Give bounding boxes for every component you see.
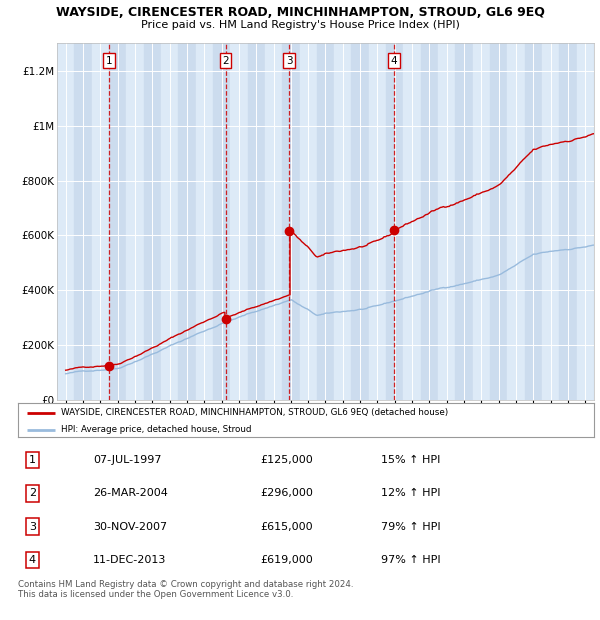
Bar — [421, 43, 438, 400]
Bar — [334, 43, 352, 400]
Text: £619,000: £619,000 — [260, 555, 313, 565]
Bar — [525, 43, 542, 400]
Bar — [455, 43, 473, 400]
Bar — [161, 43, 178, 400]
Bar — [74, 43, 92, 400]
Bar — [299, 43, 317, 400]
Text: WAYSIDE, CIRENCESTER ROAD, MINCHINHAMPTON, STROUD, GL6 9EQ (detached house): WAYSIDE, CIRENCESTER ROAD, MINCHINHAMPTO… — [61, 408, 448, 417]
Text: Price paid vs. HM Land Registry's House Price Index (HPI): Price paid vs. HM Land Registry's House … — [140, 20, 460, 30]
Text: 4: 4 — [29, 555, 36, 565]
Bar — [542, 43, 559, 400]
Text: 79% ↑ HPI: 79% ↑ HPI — [381, 521, 440, 531]
Bar — [369, 43, 386, 400]
Text: 2: 2 — [222, 56, 229, 66]
Text: 97% ↑ HPI: 97% ↑ HPI — [381, 555, 440, 565]
Bar — [473, 43, 490, 400]
Bar — [577, 43, 594, 400]
Text: 4: 4 — [391, 56, 397, 66]
Bar — [109, 43, 126, 400]
Bar — [248, 43, 265, 400]
Bar — [196, 43, 213, 400]
Bar — [57, 43, 74, 400]
Bar — [490, 43, 508, 400]
Bar — [213, 43, 230, 400]
Bar — [178, 43, 196, 400]
Bar — [143, 43, 161, 400]
Text: 07-JUL-1997: 07-JUL-1997 — [93, 455, 161, 465]
Bar — [265, 43, 282, 400]
Bar — [438, 43, 455, 400]
Bar — [92, 43, 109, 400]
Text: 1: 1 — [106, 56, 113, 66]
Text: £125,000: £125,000 — [260, 455, 313, 465]
Text: 26-MAR-2004: 26-MAR-2004 — [93, 489, 168, 498]
Text: Contains HM Land Registry data © Crown copyright and database right 2024.
This d: Contains HM Land Registry data © Crown c… — [18, 580, 353, 599]
Bar — [352, 43, 369, 400]
Text: 1: 1 — [29, 455, 36, 465]
Text: HPI: Average price, detached house, Stroud: HPI: Average price, detached house, Stro… — [61, 425, 252, 434]
Bar — [386, 43, 403, 400]
Text: 11-DEC-2013: 11-DEC-2013 — [93, 555, 166, 565]
Text: £615,000: £615,000 — [260, 521, 313, 531]
Bar — [317, 43, 334, 400]
Text: 15% ↑ HPI: 15% ↑ HPI — [381, 455, 440, 465]
Bar — [594, 43, 600, 400]
Bar — [508, 43, 525, 400]
Text: £296,000: £296,000 — [260, 489, 313, 498]
Bar — [403, 43, 421, 400]
Text: 12% ↑ HPI: 12% ↑ HPI — [381, 489, 440, 498]
Bar — [126, 43, 143, 400]
Bar — [282, 43, 299, 400]
Text: 30-NOV-2007: 30-NOV-2007 — [93, 521, 167, 531]
Text: 3: 3 — [286, 56, 293, 66]
Bar — [559, 43, 577, 400]
Text: WAYSIDE, CIRENCESTER ROAD, MINCHINHAMPTON, STROUD, GL6 9EQ: WAYSIDE, CIRENCESTER ROAD, MINCHINHAMPTO… — [56, 6, 544, 19]
Text: 2: 2 — [29, 489, 36, 498]
Text: 3: 3 — [29, 521, 36, 531]
Bar — [230, 43, 248, 400]
